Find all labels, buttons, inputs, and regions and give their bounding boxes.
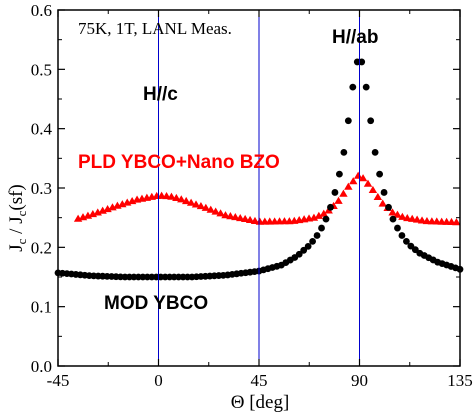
data-point bbox=[358, 174, 368, 182]
y-tick-label: 0.4 bbox=[31, 120, 53, 139]
conditions-label: 75K, 1T, LANL Meas. bbox=[78, 19, 232, 38]
data-point bbox=[412, 215, 422, 223]
data-point bbox=[339, 189, 348, 197]
h-c-label: H//c bbox=[143, 84, 178, 105]
data-point bbox=[334, 196, 343, 204]
data-point bbox=[231, 213, 240, 221]
data-point bbox=[394, 224, 401, 232]
data-point bbox=[388, 208, 397, 216]
y-tick-label: 0.0 bbox=[31, 357, 52, 376]
data-point bbox=[201, 203, 211, 211]
x-tick-label: 135 bbox=[447, 371, 473, 390]
data-point bbox=[398, 232, 406, 239]
data-point bbox=[331, 189, 339, 196]
data-point bbox=[322, 215, 330, 223]
data-point bbox=[403, 213, 412, 222]
data-point bbox=[309, 213, 319, 221]
y-tick-label: 0.5 bbox=[31, 60, 52, 79]
data-point bbox=[221, 211, 230, 219]
data-point bbox=[398, 212, 407, 220]
data-point bbox=[245, 215, 255, 224]
data-point bbox=[162, 191, 171, 200]
data-point bbox=[376, 170, 383, 178]
x-tick-label: -45 bbox=[47, 371, 70, 390]
data-point bbox=[403, 238, 410, 245]
data-point bbox=[216, 209, 225, 217]
data-point bbox=[417, 216, 427, 224]
data-point bbox=[349, 83, 357, 91]
y-tick-label: 0.6 bbox=[31, 1, 52, 20]
data-point bbox=[371, 149, 379, 156]
data-point bbox=[211, 207, 220, 215]
data-point bbox=[353, 171, 363, 179]
data-point bbox=[304, 242, 312, 250]
data-point bbox=[172, 193, 181, 202]
y-tick-label: 0.1 bbox=[31, 298, 52, 317]
data-point bbox=[313, 232, 321, 239]
data-point bbox=[452, 218, 461, 226]
data-point bbox=[367, 117, 375, 125]
series-mod-ybco bbox=[54, 58, 464, 281]
data-point bbox=[408, 214, 417, 222]
data-point bbox=[186, 198, 196, 206]
data-point bbox=[378, 199, 387, 207]
x-tick-label: 90 bbox=[351, 371, 368, 390]
y-axis-title: Jc / Jc(sf) bbox=[6, 184, 29, 252]
mod-series-label: MOD YBCO bbox=[104, 293, 208, 314]
marks-layer bbox=[54, 58, 464, 281]
data-point bbox=[362, 83, 370, 91]
x-tick-label: 45 bbox=[251, 371, 268, 390]
data-point bbox=[349, 177, 358, 185]
data-point bbox=[363, 179, 373, 187]
data-point bbox=[344, 117, 352, 125]
data-point bbox=[327, 203, 334, 211]
data-point bbox=[236, 213, 245, 222]
data-point bbox=[191, 200, 201, 208]
y-tick-label: 0.3 bbox=[31, 179, 52, 198]
pld-series-label: PLD YBCO+Nano BZO bbox=[78, 152, 280, 173]
data-point bbox=[380, 189, 388, 196]
data-point bbox=[344, 182, 353, 190]
ticks-layer: -45 0 45 90 135 0.0 0.1 0.2 0.3 0.4 0.5 0.6 bbox=[31, 1, 473, 390]
data-point bbox=[250, 216, 260, 224]
data-point bbox=[167, 192, 176, 200]
data-point bbox=[385, 203, 392, 211]
data-point bbox=[177, 195, 186, 203]
data-point bbox=[196, 202, 206, 210]
data-point bbox=[226, 212, 235, 220]
data-point bbox=[373, 192, 383, 201]
data-point bbox=[319, 209, 328, 217]
data-point bbox=[240, 214, 250, 223]
data-point bbox=[309, 238, 316, 245]
data-point bbox=[336, 170, 343, 178]
data-point bbox=[368, 185, 378, 193]
data-point bbox=[340, 149, 348, 156]
x-tick-label: 0 bbox=[154, 371, 163, 390]
data-point bbox=[300, 246, 308, 254]
data-point bbox=[389, 215, 397, 223]
series-pld-ybco-nano-bzo bbox=[73, 171, 461, 226]
data-point bbox=[295, 250, 303, 258]
y-tick-label: 0.2 bbox=[31, 238, 52, 257]
data-point bbox=[393, 210, 402, 218]
data-point bbox=[206, 205, 215, 213]
data-point bbox=[358, 58, 366, 66]
data-point bbox=[181, 196, 191, 205]
data-point bbox=[314, 211, 324, 219]
data-point bbox=[318, 224, 325, 232]
x-axis-title: Θ [deg] bbox=[231, 392, 290, 413]
vlines-layer bbox=[158, 10, 360, 366]
h-ab-label: H//ab bbox=[332, 27, 378, 48]
